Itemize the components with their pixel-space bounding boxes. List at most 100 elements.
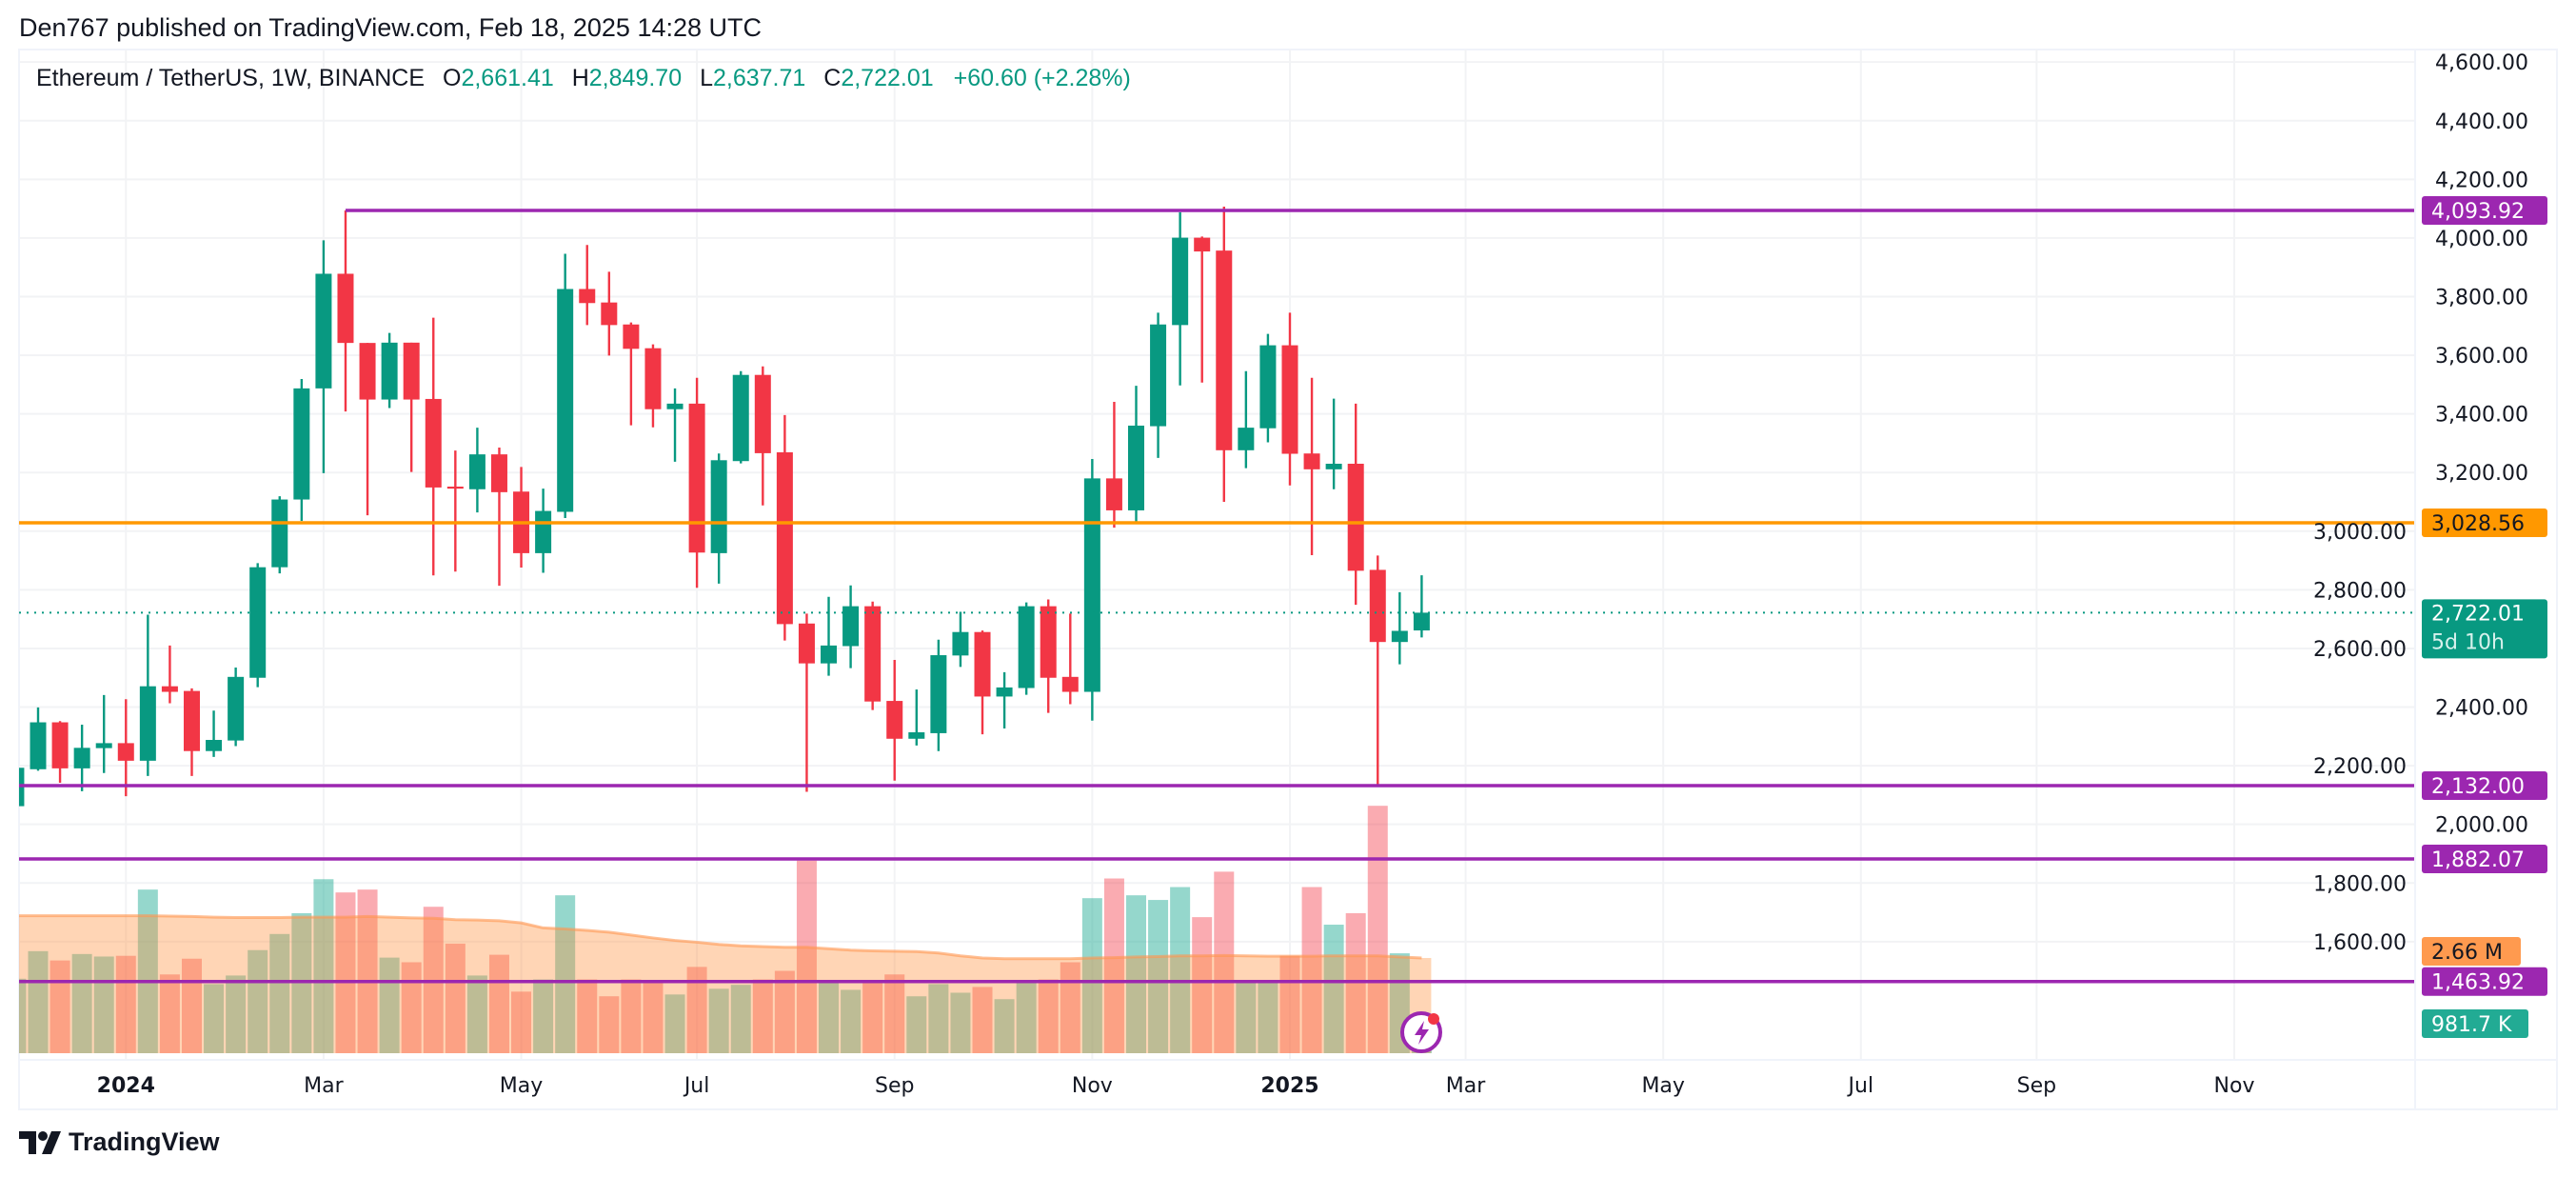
candle-body (30, 722, 47, 769)
time-tick-label: May (1641, 1074, 1684, 1098)
volume-bar (906, 996, 927, 1053)
candle (1347, 403, 1364, 606)
volume-bar (884, 974, 905, 1053)
time-tick-label: Nov (1072, 1074, 1113, 1098)
price-axis[interactable]: 4,600.00 4,400.00 4,200.00 4,000.00 3,800.00… (2313, 51, 2528, 955)
candle (117, 699, 134, 797)
volume-ma-tag: 2.66 M (2422, 937, 2521, 966)
publish-info: Den767 published on TradingView.com, Feb… (19, 13, 763, 42)
candle (271, 496, 288, 574)
candle-body (183, 690, 200, 751)
candle-body (161, 686, 178, 692)
volume-pane (19, 806, 1432, 1053)
candle-body (535, 510, 552, 553)
level-price-tag-text: 4,093.92 (2431, 200, 2525, 224)
low-value: 2,637.71 (712, 65, 806, 91)
candle-body (579, 289, 596, 304)
candle-body (798, 623, 815, 664)
candle (73, 725, 90, 791)
candle (425, 317, 442, 576)
candle-body (952, 631, 969, 656)
candle-body (1281, 345, 1298, 454)
candle (51, 721, 69, 783)
volume-bar (664, 994, 685, 1053)
candle (1325, 398, 1342, 489)
symbol-title[interactable]: Ethereum / TetherUS, 1W, BINANCE (36, 65, 426, 91)
volume-bar (269, 933, 290, 1053)
candle (1061, 613, 1079, 705)
candle-body (557, 289, 574, 512)
candle-body (996, 687, 1013, 697)
candle-body (51, 722, 69, 768)
last-price-text: 2,722.01 (2431, 602, 2525, 626)
candle-body (974, 631, 991, 697)
candle (513, 467, 530, 568)
change-value: +60.60 (+2.28%) (953, 65, 1131, 91)
volume-bar (928, 984, 949, 1053)
candle (1303, 377, 1320, 556)
volume-bar (994, 999, 1015, 1053)
candle (228, 667, 245, 747)
candle (139, 614, 156, 776)
price-tick-label: 2,000.00 (2435, 814, 2528, 838)
volume-ma-area (19, 915, 1432, 1053)
candle-body (908, 732, 925, 739)
candle-body (688, 403, 705, 553)
volume-bar (599, 996, 620, 1053)
candle (732, 370, 749, 464)
candle (95, 694, 112, 773)
price-tick-label: 3,800.00 (2435, 286, 2528, 309)
candle (842, 585, 860, 668)
level-price-tag-bg (2422, 967, 2547, 996)
candle-body (117, 743, 134, 761)
price-tags: 4,093.92 3,028.56 2,132.00 1,882.07 1,463.92… (2422, 196, 2547, 1038)
volume-bar (577, 979, 598, 1053)
candle-body (1369, 569, 1386, 643)
candle (183, 688, 200, 776)
time-tick-label: 2025 (1260, 1074, 1318, 1098)
candle-body (249, 567, 267, 678)
volume-bar (1060, 962, 1080, 1053)
volume-ma-tag-bg (2422, 937, 2521, 966)
time-tick-label: Nov (2214, 1074, 2255, 1098)
volume-bar (774, 970, 795, 1053)
candle-body (1150, 324, 1167, 427)
candle (1413, 575, 1430, 638)
candle (798, 613, 815, 792)
price-tick-label: 4,400.00 (2435, 110, 2528, 134)
volume-bar (291, 912, 312, 1053)
brand-name: TradingView (69, 1127, 220, 1156)
low-label: L (700, 65, 713, 91)
time-axis[interactable]: 2024 Mar May Jul Sep Nov 2025 Mar May Jul Sep Nov (97, 1074, 2255, 1098)
candle-body (754, 374, 771, 453)
candle (1281, 312, 1298, 486)
level-price-tag-text: 1,463.92 (2431, 971, 2525, 995)
candle (557, 253, 574, 518)
candle (579, 245, 596, 326)
time-tick-label: Sep (2017, 1074, 2056, 1098)
candle (930, 639, 947, 751)
volume-bar (28, 950, 49, 1053)
volume-bar (972, 987, 993, 1053)
volume-bar (643, 980, 664, 1053)
candle-body (403, 342, 420, 400)
volume-ma-line (19, 914, 1422, 961)
candle (754, 366, 771, 506)
tradingview-logo[interactable]: TradingView (19, 1127, 220, 1157)
price-tick-label: 1,600.00 (2313, 931, 2407, 955)
level-price-tag: 2,132.00 (2422, 771, 2547, 801)
open-label: O (442, 65, 462, 91)
volume-bar (819, 981, 840, 1053)
candle-body (468, 454, 485, 489)
lightning-icon[interactable] (1400, 1011, 1442, 1053)
candle-body (732, 374, 749, 462)
candle (776, 414, 793, 641)
candle (19, 768, 25, 807)
candle-body (1325, 463, 1342, 469)
candle (1128, 386, 1144, 523)
candle (490, 448, 507, 587)
candle (468, 428, 485, 513)
candle-body (623, 324, 640, 349)
level-price-tag: 3,028.56 (2422, 509, 2547, 538)
